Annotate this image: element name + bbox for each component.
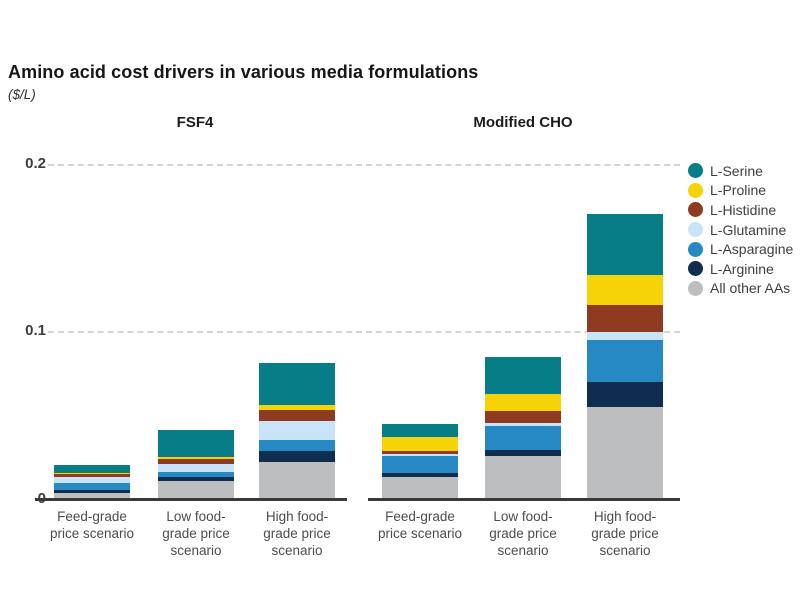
- legend-label: L-Glutamine: [710, 221, 787, 238]
- stacked-bar: [382, 423, 458, 500]
- x-category-label: Low food- grade price scenario: [162, 509, 230, 558]
- stacked-bar: [54, 464, 130, 500]
- chart-title: Amino acid cost drivers in various media…: [8, 62, 479, 82]
- bar-segment-l-histidine: [485, 411, 561, 423]
- bar-segment-l-asparagine: [382, 456, 458, 474]
- stacked-bar: [158, 429, 234, 500]
- legend-label: L-Asparagine: [710, 241, 794, 258]
- legend-item: L-Proline: [688, 181, 793, 201]
- bar-segment-l-asparagine: [54, 483, 130, 490]
- bar-segment-l-arginine: [54, 489, 130, 494]
- bar-segment-l-proline: [54, 473, 130, 475]
- bar-segment-l-glutamine: [158, 463, 234, 472]
- bar-segment-all-other-aas: [259, 462, 335, 500]
- bar-segment-l-asparagine: [259, 439, 335, 452]
- gridline-0-2: [48, 164, 680, 166]
- bar-segment-l-serine: [158, 429, 234, 458]
- bar-segment-l-proline: [382, 437, 458, 451]
- legend-label: L-Histidine: [710, 201, 777, 218]
- legend: L-Serine L-Proline L-Histidine L-Glutamine L…: [688, 161, 793, 298]
- legend-color-dot-icon: [688, 261, 703, 277]
- legend-color-dot-icon: [688, 222, 703, 238]
- bar-segment-l-histidine: [259, 409, 335, 422]
- x-category-label: Feed-grade price scenario: [377, 509, 463, 541]
- bar-segment-l-glutamine: [587, 331, 663, 341]
- bar-segment-l-serine: [382, 423, 458, 438]
- bar-segment-l-proline: [259, 405, 335, 410]
- bar-segment-l-asparagine: [158, 471, 234, 477]
- bar-segment-l-arginine: [259, 451, 335, 463]
- bar-segment-l-histidine: [54, 474, 130, 477]
- bar-segment-l-proline: [485, 394, 561, 412]
- bar-segment-all-other-aas: [485, 456, 561, 500]
- x-category-label: High food- grade price scenario: [263, 509, 331, 558]
- x-category-label: High food- grade price scenario: [591, 509, 659, 558]
- legend-color-dot-icon: [688, 163, 703, 179]
- bar-segment-l-glutamine: [259, 421, 335, 440]
- group-header-modified-cho: Modified CHO: [473, 114, 573, 131]
- stacked-bar: [587, 213, 663, 500]
- legend-label: L-Serine: [710, 162, 763, 179]
- y-tick-label-0-1: 0.1: [25, 322, 46, 339]
- x-category-label: Feed-grade price scenario: [49, 509, 135, 541]
- bar-segment-l-arginine: [382, 473, 458, 478]
- legend-label: L-Proline: [710, 182, 767, 199]
- y-tick-label-0-2: 0.2: [25, 155, 46, 172]
- legend-color-dot-icon: [688, 241, 703, 257]
- gridline-0-1: [48, 331, 680, 333]
- bar-segment-l-serine: [587, 213, 663, 275]
- legend-color-dot-icon: [688, 182, 703, 198]
- bar-segment-all-other-aas: [158, 480, 234, 500]
- bar-segment-l-proline: [587, 274, 663, 305]
- bar-segment-l-glutamine: [485, 422, 561, 427]
- legend-item: L-Histidine: [688, 200, 793, 220]
- bar-segment-l-asparagine: [587, 340, 663, 382]
- legend-item: All other AAs: [688, 279, 793, 299]
- bar-segment-l-serine: [485, 356, 561, 395]
- group-header-fsf4: FSF4: [176, 114, 214, 131]
- legend-color-dot-icon: [688, 202, 703, 218]
- x-axis-line-modified-cho: [368, 498, 680, 501]
- legend-item: L-Arginine: [688, 259, 793, 279]
- bar-segment-l-arginine: [485, 449, 561, 457]
- bar-segment-l-glutamine: [382, 453, 458, 457]
- bar-segment-l-glutamine: [54, 476, 130, 484]
- legend-label: All other AAs: [710, 280, 791, 297]
- legend-item: L-Serine: [688, 161, 793, 181]
- bar-segment-l-asparagine: [485, 426, 561, 450]
- bar-segment-l-arginine: [158, 476, 234, 481]
- bar-segment-l-serine: [259, 362, 335, 406]
- chart-units-subtitle: ($/L): [8, 87, 36, 102]
- bar-segment-all-other-aas: [54, 493, 130, 500]
- x-axis-line-fsf4: [35, 498, 347, 501]
- stacked-bar: [259, 362, 335, 500]
- legend-item: L-Glutamine: [688, 220, 793, 240]
- bar-segment-l-serine: [54, 464, 130, 474]
- bar-segment-all-other-aas: [382, 477, 458, 500]
- bar-segment-l-histidine: [587, 304, 663, 332]
- bar-segment-l-histidine: [382, 450, 458, 454]
- stacked-bar: [485, 356, 561, 500]
- bar-segment-l-arginine: [587, 381, 663, 408]
- legend-color-dot-icon: [688, 280, 703, 296]
- bar-segment-l-proline: [158, 457, 234, 459]
- bar-segment-all-other-aas: [587, 407, 663, 500]
- bar-segment-l-histidine: [158, 458, 234, 464]
- legend-label: L-Arginine: [710, 260, 774, 277]
- x-category-label: Low food- grade price scenario: [489, 509, 557, 558]
- legend-item: L-Asparagine: [688, 239, 793, 259]
